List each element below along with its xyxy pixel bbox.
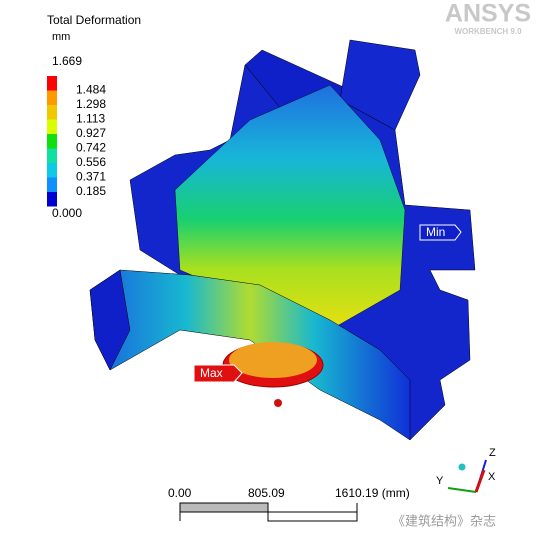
legend-band (47, 177, 57, 192)
scale-label: 805.09 (248, 486, 285, 500)
scale-label: 0.00 (168, 486, 192, 500)
watermark: 《建筑结构》杂志 (392, 513, 496, 528)
model (89, 39, 476, 441)
legend-unit: mm (52, 31, 70, 43)
legend-label: 0.185 (76, 184, 106, 198)
triad-z: Z (489, 447, 496, 459)
legend-band (47, 90, 57, 105)
legend-min: 0.000 (52, 206, 82, 220)
brand-name: ANSYS (445, 0, 531, 28)
legend-bar (47, 76, 57, 207)
legend-band (47, 192, 57, 207)
legend-label: 1.298 (76, 97, 106, 111)
legend-title: Total Deformation (47, 13, 141, 27)
brand-product: WORKBENCH 9.0 (454, 27, 522, 36)
legend-max: 1.669 (52, 54, 82, 68)
triad-x: X (488, 471, 496, 483)
legend-band (47, 148, 57, 163)
probe-max: Max (200, 366, 223, 380)
legend-label: 0.742 (76, 140, 106, 154)
legend-band (47, 134, 57, 149)
legend-band (47, 119, 57, 134)
legend-band (47, 163, 57, 178)
legend-label: 1.113 (76, 111, 105, 125)
scale-label: 1610.19 (mm) (335, 486, 410, 500)
legend-band (47, 76, 57, 91)
legend-label: 0.927 (76, 126, 106, 140)
legend-label: 0.371 (76, 169, 106, 183)
probe-min: Min (426, 225, 445, 239)
legend-label: 0.556 (76, 155, 106, 169)
legend-band (47, 105, 57, 120)
triad-y: Y (436, 475, 444, 487)
legend-label: 1.484 (76, 82, 106, 96)
